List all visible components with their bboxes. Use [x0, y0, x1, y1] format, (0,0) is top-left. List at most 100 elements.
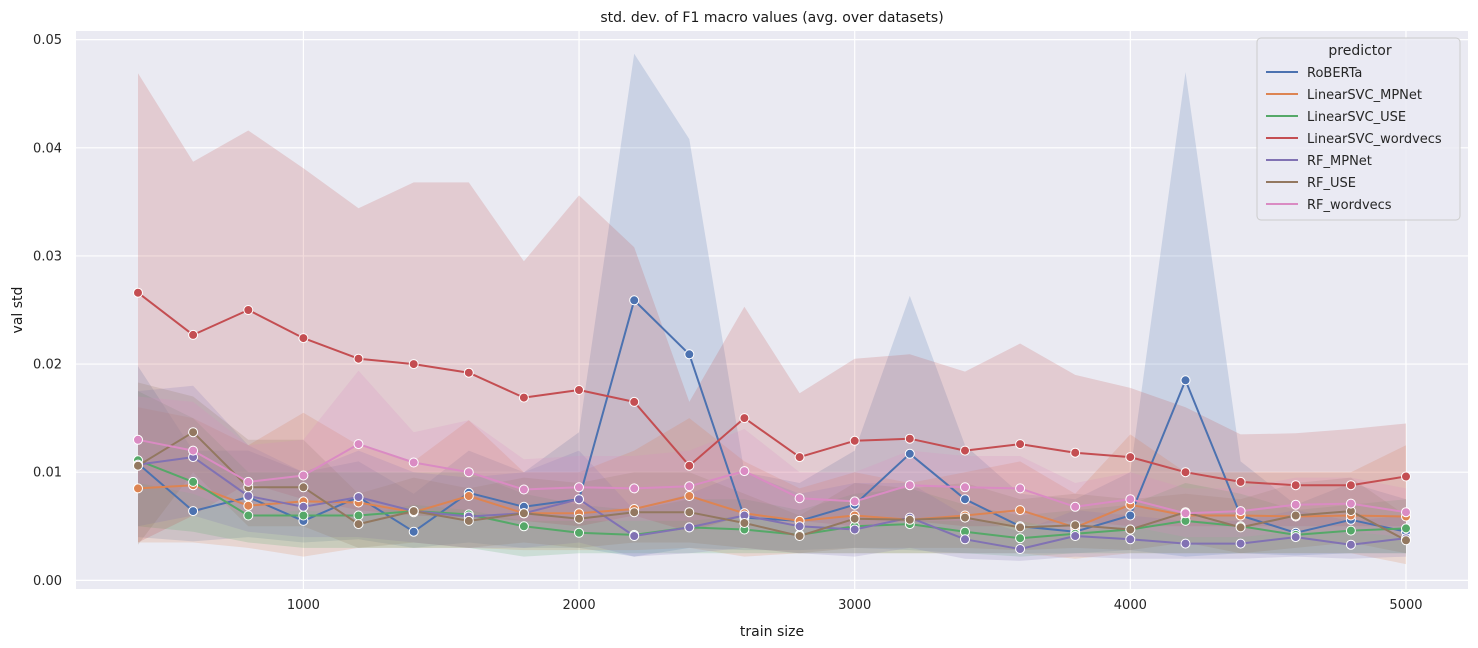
legend-label: RF_MPNet [1307, 154, 1372, 169]
point-rf-mpnet [298, 501, 309, 512]
point-linearsvc-wordvecs [133, 287, 143, 298]
y-tick-label: 0.05 [33, 33, 62, 48]
point-rf-wordvecs [1235, 506, 1246, 517]
line-rf-use [137, 431, 1407, 542]
point-linearsvc-use [243, 510, 254, 521]
point-rf-wordvecs [298, 470, 309, 481]
legend-label: LinearSVC_USE [1307, 110, 1406, 125]
line-rf-wordvecs [137, 438, 1407, 515]
x-tick-label: 5000 [1389, 598, 1422, 613]
point-rf-wordvecs [133, 434, 143, 445]
point-rf-mpnet [684, 522, 695, 533]
point-rf-wordvecs [518, 484, 529, 495]
point-linearsvc-use [188, 476, 199, 487]
point-rf-use [408, 506, 419, 517]
point-linearsvc-wordvecs [684, 460, 695, 471]
point-rf-wordvecs [574, 482, 584, 493]
legend-label: RF_wordvecs [1307, 198, 1392, 213]
point-rf-use [739, 518, 750, 528]
point-linearsvc-wordvecs [518, 392, 529, 403]
point-rf-use [849, 513, 860, 524]
point-roberta [629, 295, 640, 306]
point-rf-use [188, 427, 199, 438]
point-rf-use [463, 515, 474, 526]
point-roberta [684, 349, 695, 360]
point-rf-wordvecs [1290, 499, 1301, 510]
point-rf-mpnet [353, 492, 364, 503]
point-linearsvc-wordvecs [1070, 447, 1081, 458]
point-roberta [188, 506, 199, 517]
point-rf-wordvecs [1015, 483, 1026, 494]
point-linearsvc-wordvecs [353, 353, 364, 364]
point-rf-wordvecs [849, 496, 860, 507]
point-rf-wordvecs [739, 466, 750, 477]
line-rf-mpnet [137, 456, 1407, 550]
point-rf-mpnet [574, 494, 584, 505]
point-rf-use [133, 460, 143, 471]
point-rf-use [794, 531, 805, 541]
point-linearsvc-use [1401, 523, 1411, 534]
point-rf-use [1235, 522, 1246, 533]
point-rf-mpnet [1070, 531, 1081, 541]
line-linearsvc-use [137, 459, 1407, 540]
x-tick-label: 2000 [563, 598, 596, 613]
series-markers [133, 287, 1411, 554]
point-linearsvc-mpnet [243, 500, 254, 511]
point-rf-use [960, 512, 970, 523]
point-rf-wordvecs [1070, 501, 1081, 512]
point-linearsvc-wordvecs [1180, 467, 1191, 478]
legend-label: RoBERTa [1307, 66, 1362, 81]
x-tick-label: 3000 [838, 598, 871, 613]
point-rf-use [298, 482, 309, 493]
point-linearsvc-wordvecs [629, 396, 640, 407]
y-tick-label: 0.04 [33, 141, 62, 156]
point-rf-use [1070, 520, 1081, 531]
point-rf-use [1290, 510, 1301, 521]
point-rf-mpnet [1015, 544, 1026, 554]
point-linearsvc-use [574, 527, 584, 538]
point-rf-wordvecs [1125, 494, 1136, 505]
point-rf-wordvecs [188, 445, 199, 456]
point-linearsvc-wordvecs [408, 359, 419, 370]
point-linearsvc-wordvecs [739, 413, 750, 424]
point-linearsvc-use [1015, 533, 1026, 544]
point-rf-use [1125, 524, 1136, 535]
point-rf-wordvecs [904, 480, 915, 491]
x-axis-ticks: 1000 2000 3000 4000 5000 [287, 598, 1423, 613]
line-linearsvc-wordvecs [137, 291, 1407, 487]
point-roberta [408, 526, 419, 537]
chart-title: std. dev. of F1 macro values (avg. over … [600, 10, 943, 26]
point-rf-use [904, 514, 915, 525]
point-rf-use [629, 507, 640, 518]
legend-label: LinearSVC_wordvecs [1307, 132, 1442, 147]
y-tick-label: 0.02 [33, 358, 62, 373]
point-linearsvc-wordvecs [1235, 476, 1246, 487]
point-linearsvc-wordvecs [1345, 480, 1356, 491]
point-roberta [1180, 375, 1191, 386]
point-rf-wordvecs [243, 476, 254, 487]
x-tick-label: 4000 [1114, 598, 1147, 613]
point-rf-mpnet [1345, 539, 1356, 550]
point-rf-wordvecs [1401, 507, 1411, 518]
point-linearsvc-mpnet [1015, 505, 1026, 516]
legend-title: predictor [1328, 43, 1391, 59]
point-rf-mpnet [243, 491, 254, 501]
point-linearsvc-wordvecs [960, 445, 970, 456]
point-rf-wordvecs [960, 482, 970, 493]
point-rf-mpnet [1125, 534, 1136, 545]
point-rf-wordvecs [794, 493, 805, 504]
point-rf-wordvecs [1180, 508, 1191, 519]
point-rf-use [1015, 522, 1026, 533]
point-linearsvc-wordvecs [574, 385, 584, 395]
point-rf-mpnet [1235, 538, 1246, 549]
plot-area [76, 31, 1468, 589]
point-rf-mpnet [960, 534, 970, 545]
point-rf-wordvecs [408, 457, 419, 468]
point-roberta [904, 448, 915, 459]
point-linearsvc-wordvecs [1290, 480, 1301, 491]
point-linearsvc-wordvecs [1015, 439, 1026, 450]
point-rf-mpnet [849, 524, 860, 535]
point-linearsvc-use [1345, 525, 1356, 536]
band-rf-mpnet [138, 385, 1406, 561]
point-linearsvc-use [518, 521, 529, 532]
